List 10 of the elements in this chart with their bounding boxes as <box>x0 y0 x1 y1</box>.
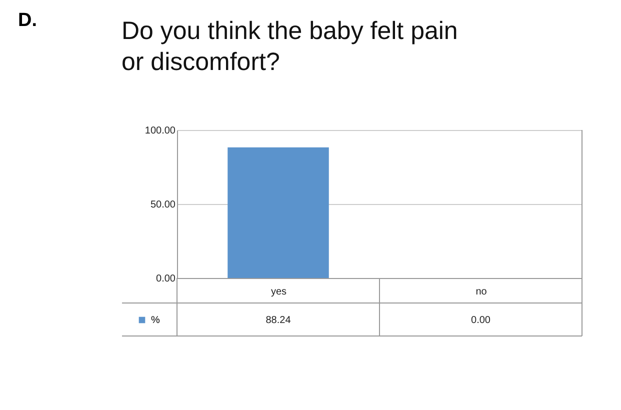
x-tick-label: no <box>476 286 488 298</box>
text: 88.24 <box>266 315 291 326</box>
y-tick-label: 0.00 <box>156 274 176 284</box>
y-tick-label: 50.00 <box>150 200 176 210</box>
legend-label: % <box>151 315 160 326</box>
chart-title: Do you think the baby felt pain or discomfort? <box>122 17 458 76</box>
x-tick-label: yes <box>270 286 287 298</box>
y-tick-label: 100.00 <box>144 126 176 136</box>
text: D. <box>18 10 37 32</box>
text: 0.00 <box>471 315 490 326</box>
